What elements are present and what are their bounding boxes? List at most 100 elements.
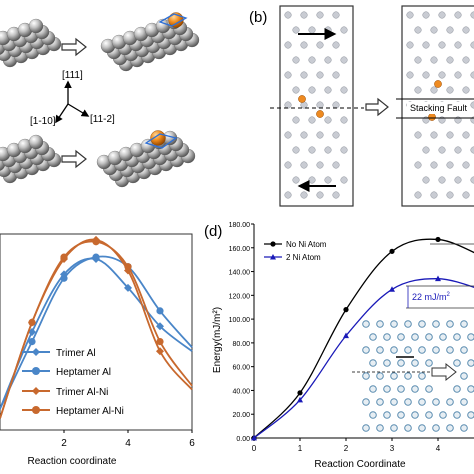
- panel-d: (d) 0.0020.0040.0060.0080.00100.00120.00…: [204, 222, 474, 470]
- inset-atom: [439, 411, 447, 419]
- chart-c-plot: [0, 235, 193, 419]
- inset-atom: [369, 385, 377, 393]
- y-tick-label: 140.00: [229, 270, 251, 277]
- lattice-atom: [454, 41, 462, 49]
- chart-d-xlabel: Reaction Coordinate: [314, 459, 406, 470]
- annotation-value: 22 mJ/m: [412, 292, 447, 302]
- lattice-atom: [340, 146, 348, 154]
- inset-atom: [467, 359, 474, 367]
- lattice-atom: [462, 161, 470, 169]
- lattice-atom: [316, 11, 324, 19]
- lattice-atom: [438, 176, 446, 184]
- lattice-atom: [422, 176, 430, 184]
- data-point: [251, 434, 257, 441]
- lattice-atom: [308, 176, 316, 184]
- lattice-atom: [316, 101, 324, 109]
- lattice-atom: [430, 191, 438, 199]
- x-tick-label: 2: [61, 438, 67, 449]
- lattice-atom: [300, 71, 308, 79]
- lattice-atom: [308, 86, 316, 94]
- lattice-atom: [340, 176, 348, 184]
- data-point: [124, 263, 132, 271]
- lattice-atom: [470, 41, 474, 49]
- inset-atom: [369, 411, 377, 419]
- inset-atom: [446, 424, 454, 432]
- atom-slab-bottom-left: [0, 134, 62, 184]
- lattice-atom: [414, 26, 422, 34]
- inset-atom: [411, 333, 419, 341]
- solute-atom: [428, 113, 436, 121]
- inset-atom: [397, 411, 405, 419]
- inset-atom: [383, 411, 391, 419]
- y-tick-label: 20.00: [232, 412, 250, 419]
- lattice-atom: [414, 56, 422, 64]
- lattice-atom: [406, 11, 414, 19]
- x-tick-label: 6: [189, 438, 195, 449]
- data-point: [92, 253, 100, 261]
- lattice-atom: [300, 161, 308, 169]
- y-tick-label: 40.00: [232, 388, 250, 395]
- lattice-atom: [340, 116, 348, 124]
- crystal-axes: [55, 80, 90, 124]
- inset-atom: [376, 424, 384, 432]
- lattice-atom: [430, 86, 438, 94]
- lattice-atom: [300, 11, 308, 19]
- stacking-fault-label: Stacking Fault: [410, 103, 468, 113]
- lattice-atom: [430, 26, 438, 34]
- lattice-atom: [332, 191, 340, 199]
- lattice-atom: [324, 26, 332, 34]
- data-point: [60, 253, 68, 261]
- x-tick-label: 0: [252, 444, 257, 453]
- lattice-atom: [316, 191, 324, 199]
- lattice-atom: [316, 161, 324, 169]
- inset-atom: [432, 346, 440, 354]
- lattice-atom: [332, 101, 340, 109]
- inset-atom: [404, 346, 412, 354]
- chart-c-frame: [0, 233, 193, 431]
- lattice-atom: [292, 56, 300, 64]
- lattice-atom: [414, 191, 422, 199]
- lattice-atom: [284, 191, 292, 199]
- panel-b: (b) Stacking Fault: [249, 5, 474, 207]
- inset-atom: [460, 346, 468, 354]
- atom-slab-top-right: [100, 12, 200, 72]
- lattice-atom: [316, 131, 324, 139]
- inset-atom: [362, 372, 370, 380]
- data-point: [343, 307, 349, 313]
- inset-atom: [432, 424, 440, 432]
- lattice-atom: [406, 71, 414, 79]
- inset-atom: [467, 385, 474, 393]
- inset-atom: [432, 320, 440, 328]
- svg-text:22 mJ/m2: 22 mJ/m2: [412, 292, 451, 302]
- data-point: [156, 307, 164, 315]
- lattice-atom: [292, 176, 300, 184]
- lattice-atom: [332, 161, 340, 169]
- y-tick-label: 80.00: [232, 341, 250, 348]
- chart-d-inset-lattice: [352, 320, 474, 432]
- lattice-atom: [332, 11, 340, 19]
- lattice-atom: [300, 191, 308, 199]
- lattice-atom: [462, 191, 470, 199]
- inset-atom: [453, 333, 461, 341]
- lattice-atom: [292, 86, 300, 94]
- inset-atom: [390, 398, 398, 406]
- y-tick-label: 160.00: [229, 246, 251, 253]
- lattice-atom: [324, 176, 332, 184]
- inset-atom: [453, 411, 461, 419]
- chart-d-legend: No Ni Atom 2 Ni Atom: [264, 240, 327, 262]
- direction-label-111: [111]: [62, 70, 83, 81]
- inset-atom: [425, 385, 433, 393]
- lattice-atom: [292, 26, 300, 34]
- inset-atom: [362, 320, 370, 328]
- lattice-atom: [308, 116, 316, 124]
- lattice-atom: [316, 41, 324, 49]
- lattice-atom: [332, 41, 340, 49]
- lattice-left: [284, 11, 348, 199]
- lattice-atom: [324, 116, 332, 124]
- lattice-atom: [438, 146, 446, 154]
- panel-a: [111] [1-10] [11-2]: [0, 12, 200, 188]
- lattice-atom: [340, 86, 348, 94]
- lattice-atom: [308, 26, 316, 34]
- inset-atom: [390, 320, 398, 328]
- lattice-atom: [308, 56, 316, 64]
